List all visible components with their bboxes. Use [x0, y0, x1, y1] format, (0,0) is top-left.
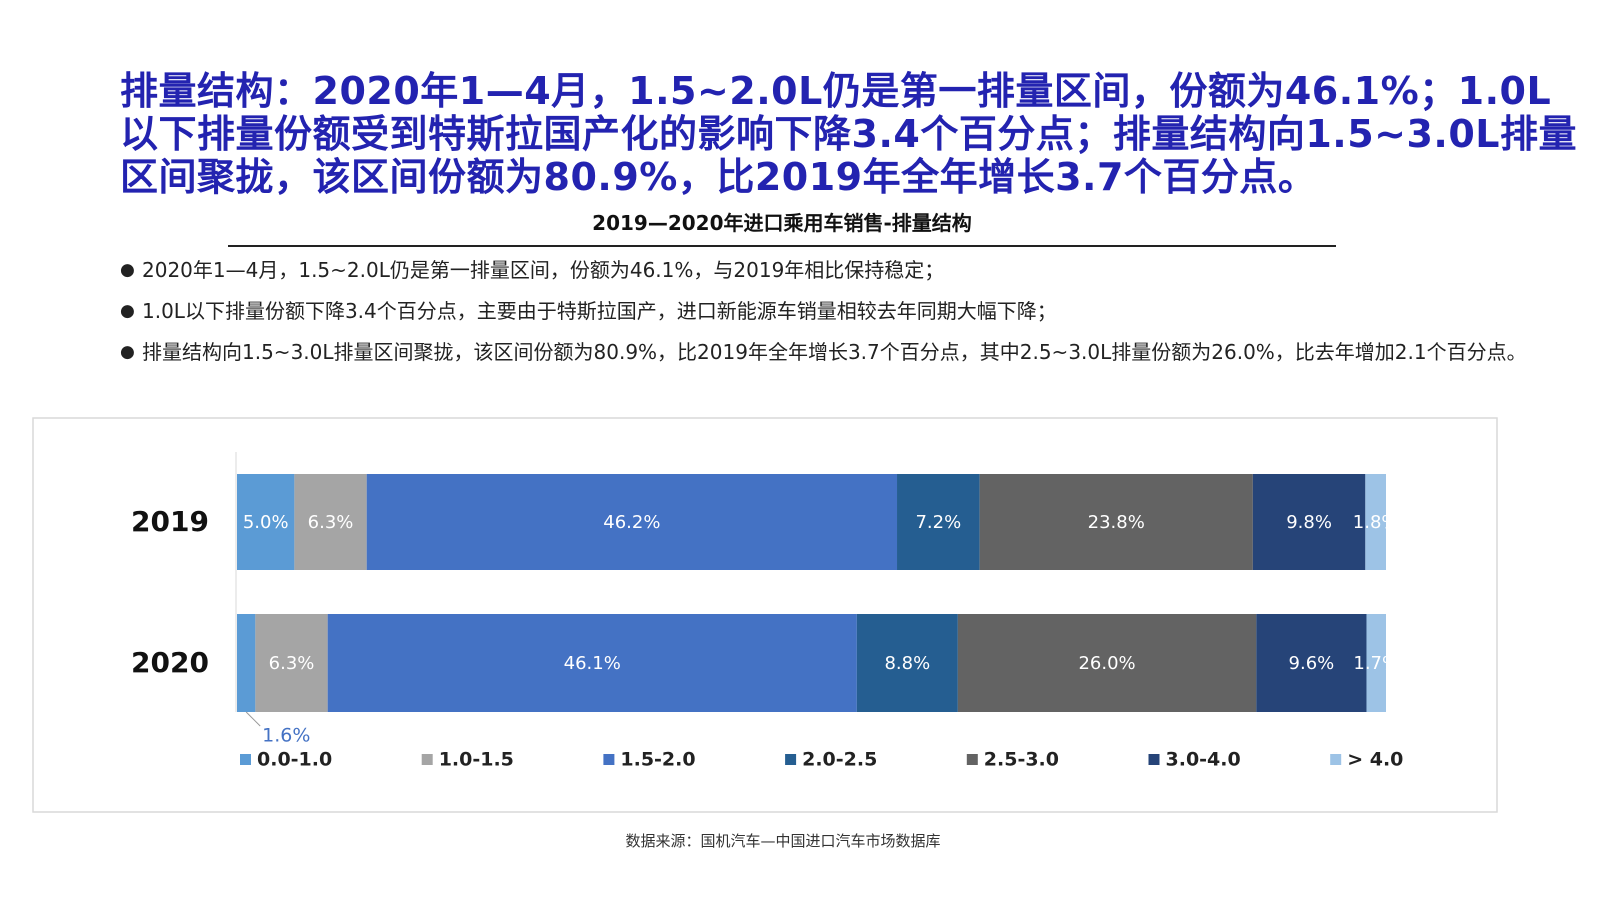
- value-label: 9.6%: [1289, 653, 1335, 674]
- value-label: 1.7%: [1353, 653, 1399, 674]
- bullet: 1.0L以下排量份额下降3.4个百分点，主要由于特斯拉国产，进口新能源车销量相较…: [120, 291, 1540, 332]
- legend-swatch: [966, 754, 978, 765]
- chart-title: 2019—2020年进口乘用车销售-排量结构: [592, 211, 972, 235]
- legend-swatch: [1148, 754, 1160, 765]
- legend-label: 1.0-1.5: [439, 749, 514, 771]
- legend-swatch: [603, 754, 615, 765]
- bullet: 排量结构向1.5~3.0L排量区间聚拢，该区间份额为80.9%，比2019年全年…: [120, 332, 1540, 373]
- bullet-list: 2020年1—4月，1.5~2.0L仍是第一排量区间，份额为46.1%，与201…: [120, 250, 1540, 373]
- bar-segment: [1256, 614, 1367, 712]
- value-label: 9.8%: [1286, 512, 1332, 533]
- legend-label: 2.5-3.0: [984, 749, 1059, 771]
- value-label: 23.8%: [1088, 512, 1145, 533]
- legend-swatch: [421, 754, 433, 765]
- bar-segment: [979, 474, 1253, 570]
- legend-label: 0.0-1.0: [257, 749, 332, 771]
- bar-segment: [1366, 614, 1386, 712]
- bar-segment: [1365, 474, 1386, 570]
- value-label: 6.3%: [269, 653, 315, 674]
- value-label: 1.6%: [262, 725, 310, 747]
- leader-line: [245, 711, 261, 727]
- bar-segment: [255, 614, 328, 712]
- bar-segment: [366, 474, 898, 570]
- bullet: 2020年1—4月，1.5~2.0L仍是第一排量区间，份额为46.1%，与201…: [120, 250, 1540, 291]
- bar-segment: [327, 614, 857, 712]
- value-label: 8.8%: [884, 653, 930, 674]
- value-label: 26.0%: [1078, 653, 1135, 674]
- legend-swatch: [785, 754, 797, 765]
- legend-label: > 4.0: [1347, 749, 1403, 771]
- bar-segment: [237, 474, 295, 570]
- value-label: 6.3%: [308, 512, 354, 533]
- legend-swatch: [240, 754, 251, 765]
- source-note: 数据来源：国机汽车—中国进口汽车市场数据库: [625, 832, 941, 850]
- legend-swatch: [1330, 754, 1342, 765]
- value-label: 46.1%: [564, 653, 621, 674]
- value-label: 46.2%: [603, 512, 660, 533]
- slide-title: 排量结构：2020年1—4月，1.5~2.0L仍是第一排量区间，份额为46.1%…: [120, 69, 1578, 199]
- bar-segment: [856, 614, 958, 712]
- category-label: 2019: [131, 505, 209, 538]
- category-label: 2020: [131, 646, 209, 679]
- bar-segment: [957, 614, 1257, 712]
- legend-label: 1.5-2.0: [620, 749, 695, 771]
- title-rule: [228, 245, 1336, 247]
- value-label: 5.0%: [243, 512, 289, 533]
- bar-segment: [237, 614, 256, 712]
- legend-label: 2.0-2.5: [802, 749, 877, 771]
- legend-label: 3.0-4.0: [1166, 749, 1241, 771]
- bar-segment: [294, 474, 367, 570]
- bar-segment: [897, 474, 980, 570]
- value-label: 7.2%: [915, 512, 961, 533]
- bar-segment: [1252, 474, 1366, 570]
- value-label: 1.8%: [1353, 512, 1399, 533]
